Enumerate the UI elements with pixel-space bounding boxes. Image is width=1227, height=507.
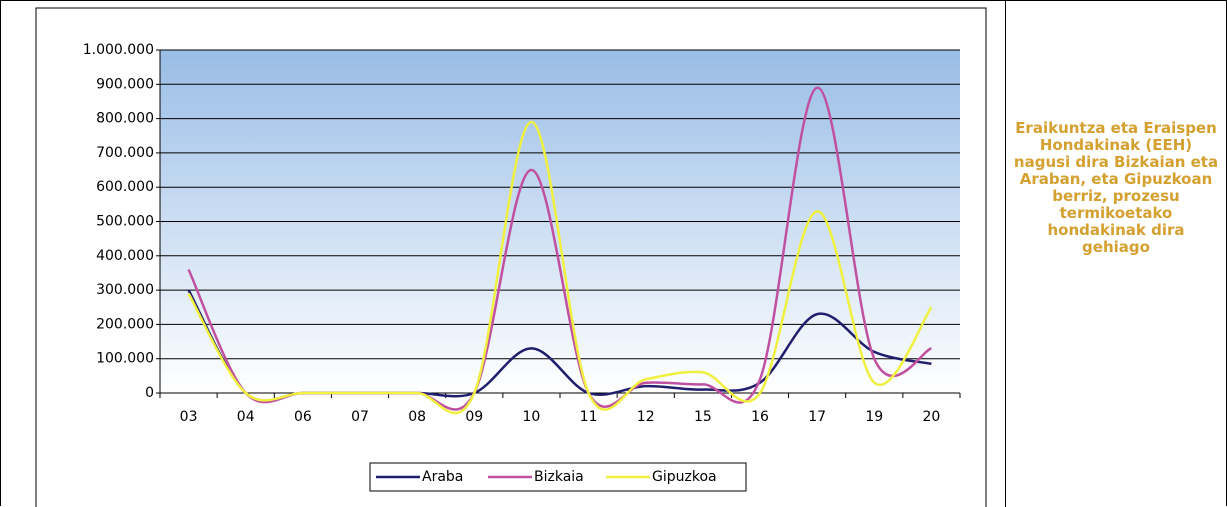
y-tick-label: 700.000 — [96, 145, 154, 161]
y-tick-label: 100.000 — [96, 351, 154, 367]
x-tick-label: 12 — [637, 409, 655, 425]
x-tick-label: 10 — [523, 409, 541, 425]
x-tick-label: 11 — [580, 409, 598, 425]
chart: 0 100.000 200.000 300.000 400.000 500.000 600.… — [35, 7, 987, 507]
y-tick-label: 900.000 — [96, 76, 154, 92]
y-tick-label: 800.000 — [96, 111, 154, 127]
x-tick-label: 20 — [923, 409, 941, 425]
x-tick-label: 04 — [237, 409, 255, 425]
legend-label: Bizkaia — [534, 469, 584, 485]
cell-divider — [1005, 0, 1006, 507]
x-tick-label: 03 — [180, 409, 198, 425]
x-tick-label: 16 — [751, 409, 769, 425]
x-tick-label: 06 — [294, 409, 312, 425]
y-tick-label: 600.000 — [96, 179, 154, 195]
y-tick-label: 0 — [145, 385, 154, 401]
x-tick-label: 17 — [808, 409, 826, 425]
side-note: Eraikuntza eta Eraispen Hondakinak (EEH)… — [1013, 119, 1219, 256]
x-tick-label: 09 — [465, 409, 483, 425]
y-tick-label: 400.000 — [96, 248, 154, 264]
y-tick-label: 500.000 — [96, 214, 154, 230]
x-tick-label: 15 — [694, 409, 712, 425]
x-tick-label: 19 — [865, 409, 883, 425]
legend-label: Araba — [422, 469, 463, 485]
y-tick-label: 200.000 — [96, 316, 154, 332]
x-tick-label: 08 — [408, 409, 426, 425]
legend-label: Gipuzkoa — [652, 469, 717, 485]
x-tick-label: 07 — [351, 409, 369, 425]
legend-box — [369, 462, 747, 492]
y-tick-label: 1.000.000 — [83, 42, 154, 58]
y-tick-label: 300.000 — [96, 282, 154, 298]
series-line — [187, 120, 933, 415]
